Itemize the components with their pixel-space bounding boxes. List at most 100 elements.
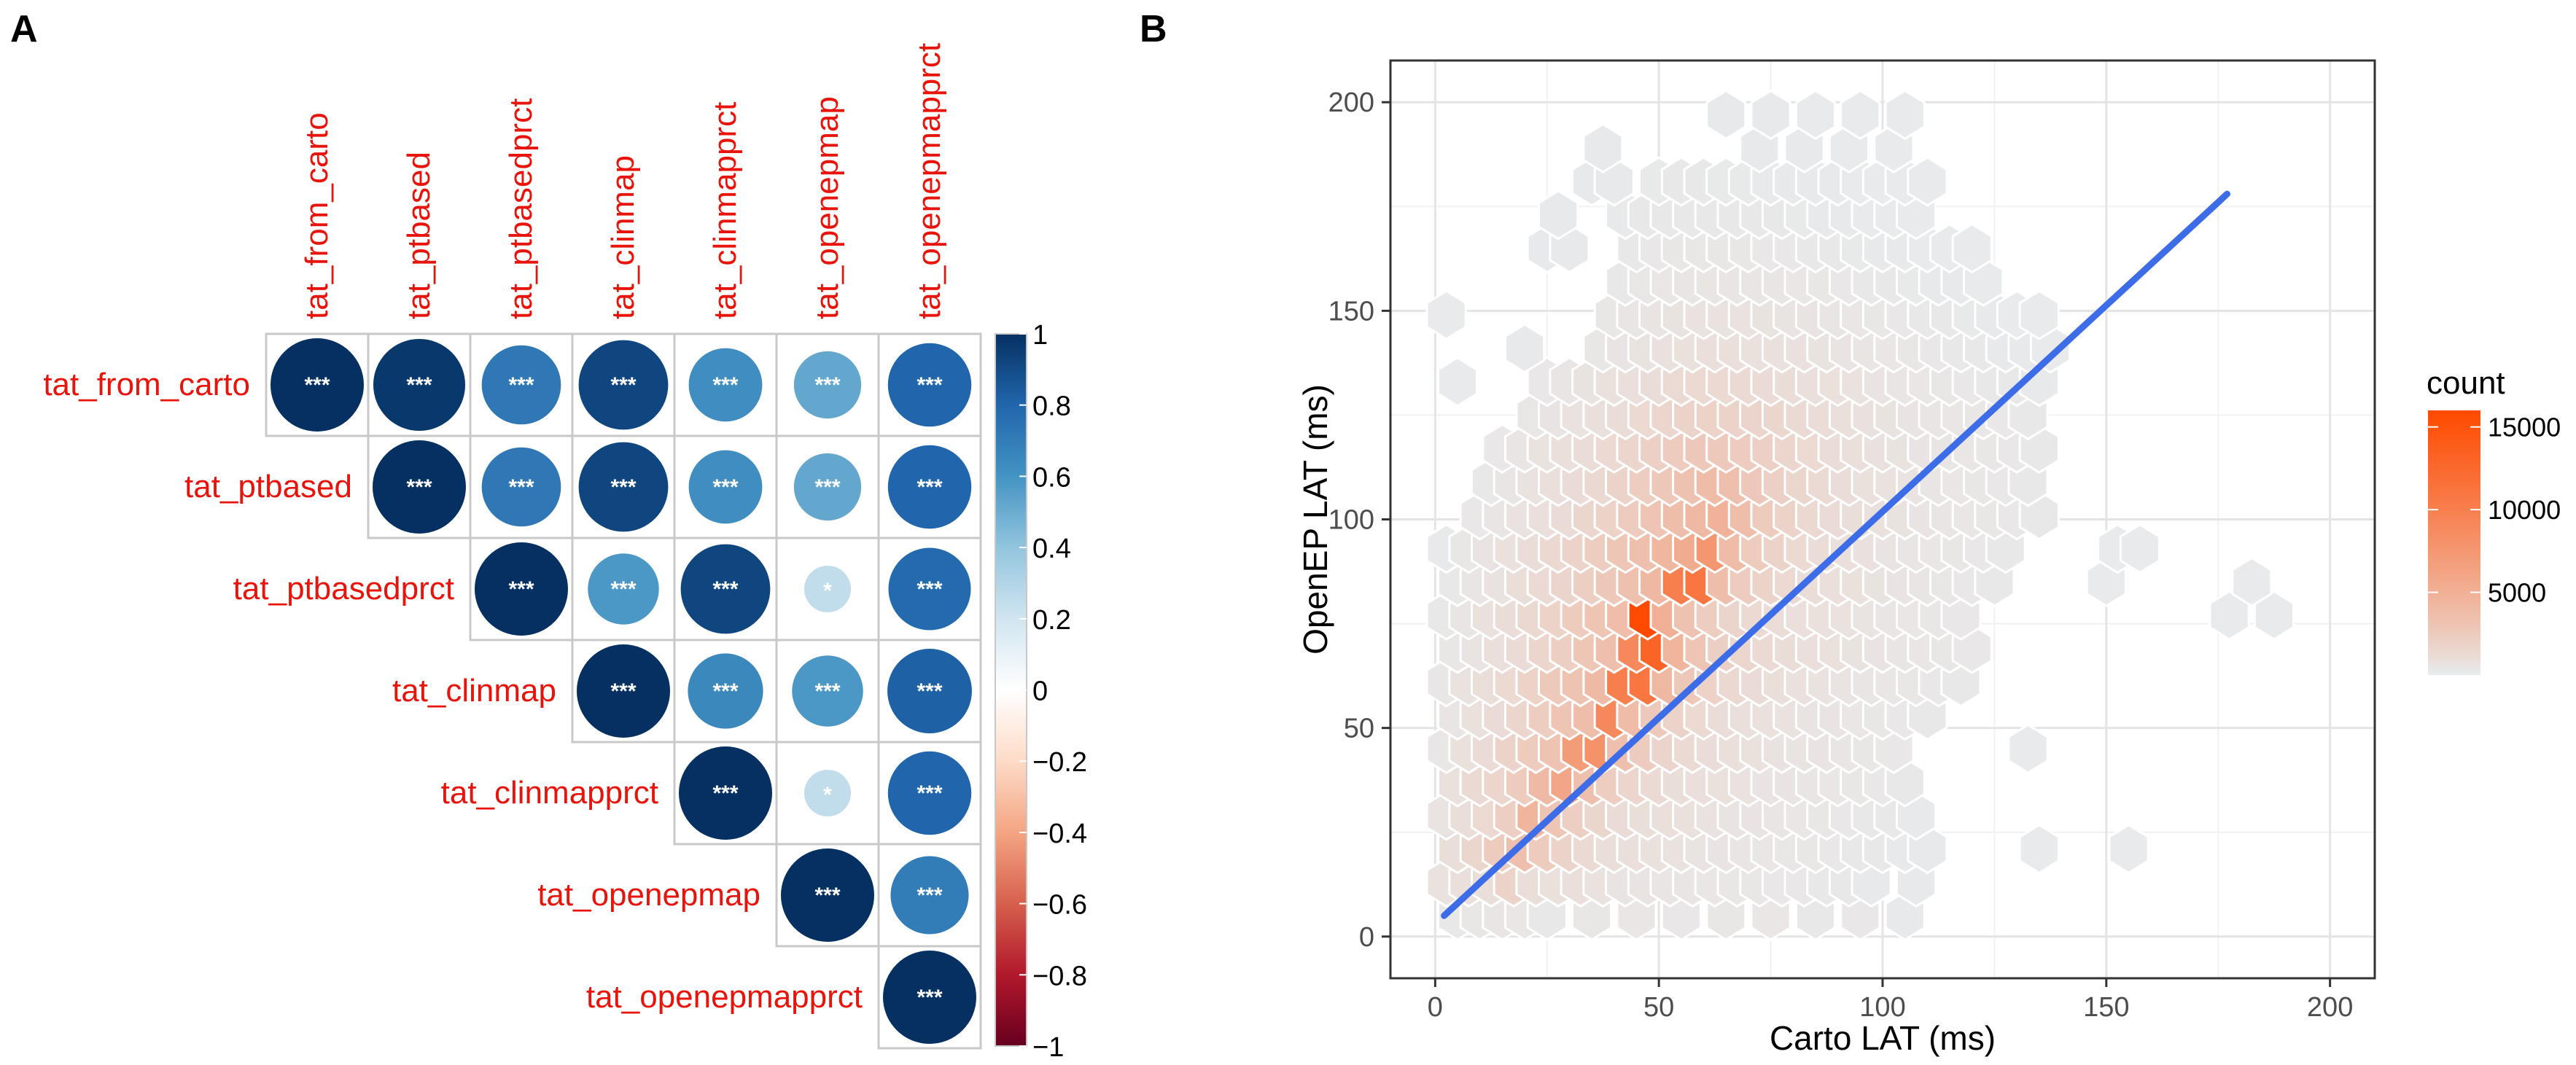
correlation-circle	[577, 644, 670, 738]
colorbar-tick-label: −1	[1032, 1032, 1064, 1063]
correlogram-column-labels: tat_from_carto tat_ptbased tat_ptbasedprct…	[299, 43, 947, 319]
colorbar-tick-label: 0.2	[1032, 605, 1071, 636]
column-label: tat_ptbasedprct	[503, 98, 539, 319]
significance-label: ***	[814, 883, 840, 908]
correlation-circle	[804, 770, 851, 816]
significance-label: ***	[712, 577, 738, 601]
y-tick-label: 150	[1328, 296, 1374, 327]
correlation-circle	[781, 849, 874, 942]
significance-label: ***	[917, 781, 942, 805]
significance-label: ***	[917, 475, 942, 499]
significance-label: ***	[508, 373, 534, 397]
y-tick-label: 200	[1328, 87, 1374, 118]
correlation-circle	[887, 445, 972, 529]
colorbar-tick-label: −0.2	[1032, 747, 1087, 778]
colorbar-tick-label: 0.8	[1032, 391, 1071, 422]
correlogram-row-labels: tat_from_carto tat_ptbased tat_ptbasedprct…	[43, 367, 863, 1015]
column-label: tat_from_carto	[299, 112, 335, 319]
y-tick-label: 50	[1344, 714, 1374, 744]
x-tick-label: 200	[2307, 992, 2353, 1023]
hex-bin	[1538, 190, 1579, 241]
row-label: tat_ptbased	[184, 469, 352, 504]
correlation-circle	[588, 553, 659, 625]
row-label: tat_ptbasedprct	[233, 571, 454, 606]
significance-label: *	[823, 783, 832, 807]
hexbin-plot	[1389, 59, 2376, 980]
colorbar-tick-label: −0.6	[1032, 890, 1087, 921]
significance-label: ***	[712, 475, 738, 499]
column-label: tat_openepmap	[809, 96, 845, 319]
x-tick-label: 50	[1643, 992, 1674, 1023]
correlation-circle	[793, 453, 862, 521]
x-tick-label: 0	[1428, 992, 1443, 1023]
legend-colorbar	[2428, 410, 2480, 675]
x-axis-title: Carto LAT (ms)	[1770, 1019, 1996, 1057]
correlation-circle	[890, 856, 969, 935]
significance-label: ***	[406, 373, 432, 397]
significance-label: ***	[814, 679, 840, 703]
significance-label: ***	[917, 373, 942, 397]
significance-label: ***	[917, 679, 942, 703]
significance-label: ***	[814, 475, 840, 499]
hex-bin	[1437, 356, 1479, 407]
hexbin-axes: 0 50 100 150 200 0 50 100 150 200 Carto LAT (ms) Op…	[1296, 87, 2353, 1057]
significance-label: ***	[712, 781, 738, 805]
correlation-circle	[887, 649, 972, 733]
column-label: tat_clinmapprct	[707, 102, 743, 319]
hex-bin	[2231, 556, 2273, 607]
correlation-circle	[804, 566, 851, 612]
legend-title: count	[2427, 365, 2505, 401]
hex-bin	[2018, 289, 2060, 340]
correlation-circle	[578, 442, 669, 532]
row-label: tat_openepmapprct	[586, 979, 863, 1015]
hex-bin	[1840, 89, 1881, 141]
correlation-circle	[887, 751, 972, 835]
hexbin-panel: 0 50 100 150 200 0 50 100 150 200 Carto LAT (ms) Op…	[1296, 59, 2561, 1057]
hex-bin	[1794, 89, 1836, 141]
correlation-circle	[793, 351, 862, 419]
hex-bin	[2119, 523, 2160, 574]
column-label: tat_openepmapprct	[911, 43, 947, 319]
colorbar-tick-label: 1	[1032, 320, 1048, 351]
hex-bin	[1884, 89, 1926, 141]
correlation-circle	[680, 544, 771, 634]
correlation-circle	[883, 951, 976, 1044]
significance-label: ***	[917, 883, 942, 908]
legend-tick-label: 5000	[2488, 578, 2546, 608]
hex-bin	[2018, 823, 2060, 875]
correlogram-panel: *** *** *** *** *** *** ****** *** *** *** *** ****…	[43, 43, 1087, 1063]
correlation-circle	[688, 348, 763, 422]
hexbin-legend: count 5000 10000 15000	[2427, 365, 2561, 675]
correlation-circle	[481, 345, 561, 425]
hex-bin	[1750, 89, 1791, 141]
correlation-circle	[271, 338, 364, 432]
correlation-circle	[373, 338, 466, 432]
significance-label: ***	[610, 577, 636, 601]
hex-bin	[1504, 323, 1546, 374]
significance-label: ***	[304, 373, 330, 397]
correlation-circle	[792, 655, 863, 727]
significance-label: ***	[917, 986, 942, 1010]
row-label: tat_from_carto	[43, 367, 250, 402]
correlation-circle	[481, 447, 561, 527]
significance-label: ***	[508, 577, 534, 601]
colorbar-tick-label: 0.4	[1032, 534, 1071, 564]
column-label: tat_clinmap	[605, 155, 641, 319]
row-label: tat_clinmapprct	[441, 775, 658, 811]
correlogram-cell	[775, 741, 880, 846]
correlogram-grid: *** *** *** *** *** *** ****** *** *** *** *** ****…	[265, 332, 982, 1050]
correlation-circle	[688, 653, 763, 729]
colorbar-tick-label: −0.4	[1032, 819, 1087, 849]
hex-bin	[1582, 122, 1624, 173]
colorbar-tick-label: 0	[1032, 676, 1048, 707]
hex-bin	[1951, 222, 1993, 274]
correlation-circle	[373, 440, 466, 534]
y-axis-title: OpenEP LAT (ms)	[1296, 384, 1334, 655]
row-label: tat_openepmap	[537, 877, 760, 913]
panel-b-label: B	[1140, 8, 1167, 50]
correlogram-colorbar: 1 0.8 0.6 0.4 0.2 0 −0.2 −0.4 −0.6 −0.8 −1	[995, 320, 1087, 1063]
significance-label: ***	[406, 475, 432, 499]
significance-label: ***	[610, 475, 636, 499]
legend-tick-label: 10000	[2488, 495, 2561, 525]
